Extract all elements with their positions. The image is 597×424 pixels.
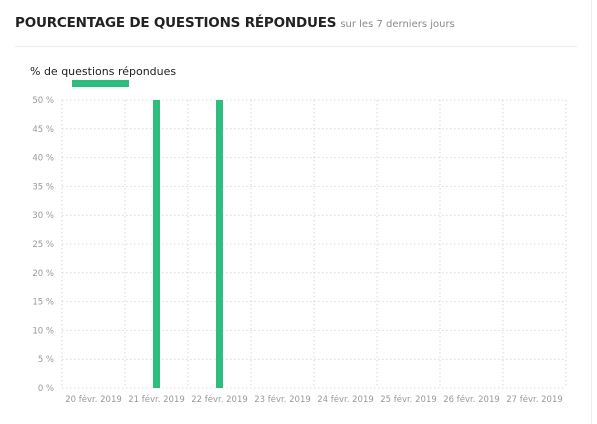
legend-label: % de questions répondues [30,65,176,78]
y-tick-label: 50 % [32,96,54,106]
chart-header: POURCENTAGE DE QUESTIONS RÉPONDUES sur le… [15,12,577,47]
y-tick-label: 20 % [32,269,54,279]
chart-subtitle: sur les 7 derniers jours [340,19,455,30]
y-tick-label: 45 % [32,125,54,135]
x-tick-label: 22 févr. 2019 [191,394,248,405]
x-tick-label: 24 févr. 2019 [317,394,374,405]
bar[interactable] [153,100,160,388]
legend-swatch [72,80,129,87]
y-tick-label: 10 % [32,326,54,336]
y-tick-label: 35 % [32,182,54,192]
x-tick-label: 20 févr. 2019 [65,394,122,405]
legend: % de questions répondues [30,65,176,87]
y-tick-label: 25 % [32,240,54,250]
y-tick-label: 15 % [32,298,54,308]
grid [61,99,567,389]
y-tick-label: 5 % [38,355,54,365]
x-tick-label: 25 févr. 2019 [380,394,437,405]
x-tick-label: 23 févr. 2019 [254,394,311,405]
y-tick-label: 0 % [38,384,54,394]
y-tick-label: 40 % [32,154,54,164]
y-tick-label: 30 % [32,211,54,221]
panel-divider [591,0,592,424]
bars [153,100,223,388]
x-tick-label: 27 févr. 2019 [506,394,563,405]
chart-title: POURCENTAGE DE QUESTIONS RÉPONDUES [15,15,337,31]
y-axis-labels: 0 % 5 % 10 % 15 % 20 % 25 % 30 % 35 % 40 % 45 % 50… [32,96,54,394]
x-axis-labels: 20 févr. 2019 21 févr. 2019 22 févr. 2019 2… [65,394,563,405]
x-tick-label: 26 févr. 2019 [443,394,500,405]
x-tick-label: 21 févr. 2019 [128,394,185,405]
bar[interactable] [216,100,223,388]
